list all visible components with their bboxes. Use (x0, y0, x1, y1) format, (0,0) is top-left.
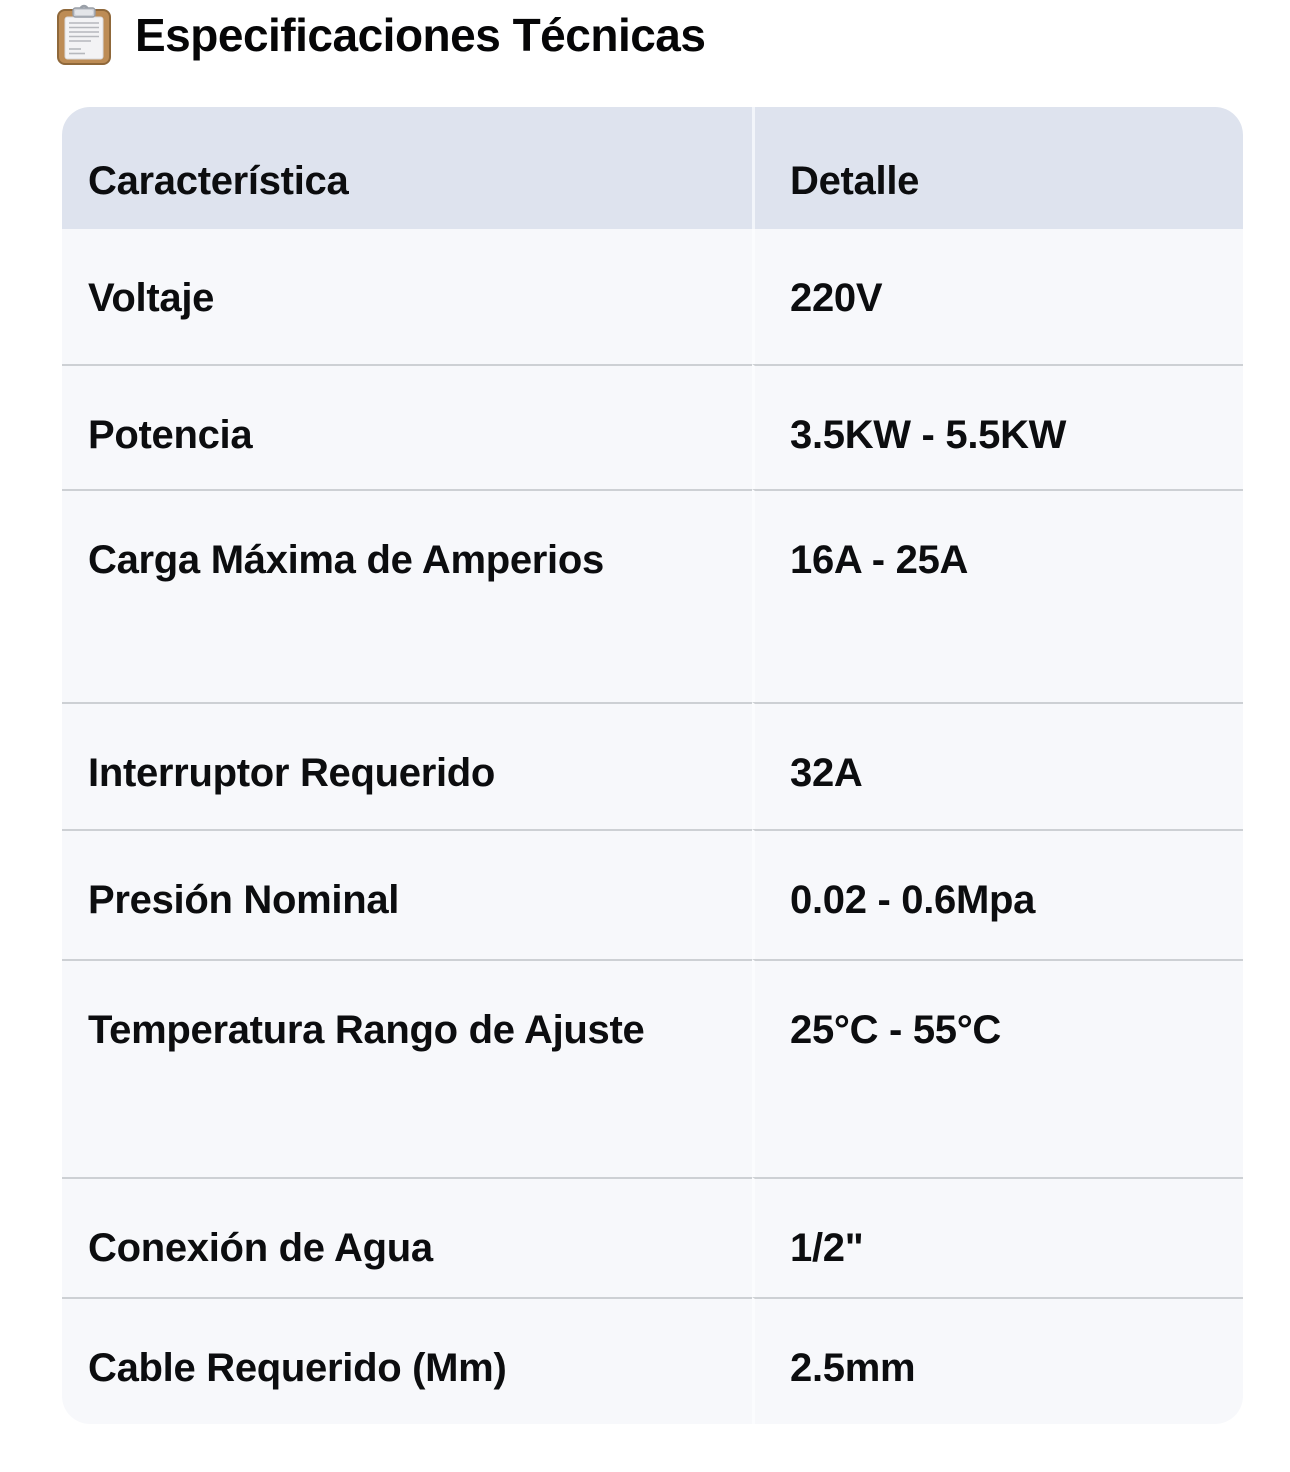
table-row: Temperatura Rango de Ajuste 25°C - 55°C (62, 959, 1243, 1177)
spec-table-container: Característica Detalle Voltaje 220V Potenc… (62, 107, 1243, 1424)
detalle-cell: 25°C - 55°C (752, 959, 1243, 1177)
page-header: Especificaciones Técnicas (0, 0, 1290, 65)
detalle-cell: 1/2" (752, 1177, 1243, 1297)
detalle-cell: 32A (752, 702, 1243, 829)
caracteristica-cell: Cable Requerido (Mm) (62, 1297, 752, 1424)
column-header-detalle: Detalle (752, 107, 1243, 229)
table-row: Voltaje 220V (62, 229, 1243, 364)
detalle-cell: 2.5mm (752, 1297, 1243, 1424)
caracteristica-cell: Temperatura Rango de Ajuste (62, 959, 752, 1177)
detalle-cell: 3.5KW - 5.5KW (752, 364, 1243, 489)
caracteristica-cell: Voltaje (62, 229, 752, 364)
spec-table: Característica Detalle Voltaje 220V Potenc… (62, 107, 1243, 1424)
detalle-cell: 16A - 25A (752, 489, 1243, 702)
detalle-cell: 220V (752, 229, 1243, 364)
column-header-caracteristica: Característica (62, 107, 752, 229)
table-row: Interruptor Requerido 32A (62, 702, 1243, 829)
caracteristica-cell: Presión Nominal (62, 829, 752, 959)
page-title: Especificaciones Técnicas (135, 9, 706, 61)
caracteristica-cell: Interruptor Requerido (62, 702, 752, 829)
table-header-row: Característica Detalle (62, 107, 1243, 229)
page: Especificaciones Técnicas Característica… (0, 0, 1290, 1424)
table-row: Presión Nominal 0.02 - 0.6Mpa (62, 829, 1243, 959)
table-row: Carga Máxima de Amperios 16A - 25A (62, 489, 1243, 702)
caracteristica-cell: Potencia (62, 364, 752, 489)
clipboard-icon (57, 4, 111, 65)
caracteristica-cell: Carga Máxima de Amperios (62, 489, 752, 702)
table-row: Cable Requerido (Mm) 2.5mm (62, 1297, 1243, 1424)
table-row: Conexión de Agua 1/2" (62, 1177, 1243, 1297)
detalle-cell: 0.02 - 0.6Mpa (752, 829, 1243, 959)
caracteristica-cell: Conexión de Agua (62, 1177, 752, 1297)
table-row: Potencia 3.5KW - 5.5KW (62, 364, 1243, 489)
